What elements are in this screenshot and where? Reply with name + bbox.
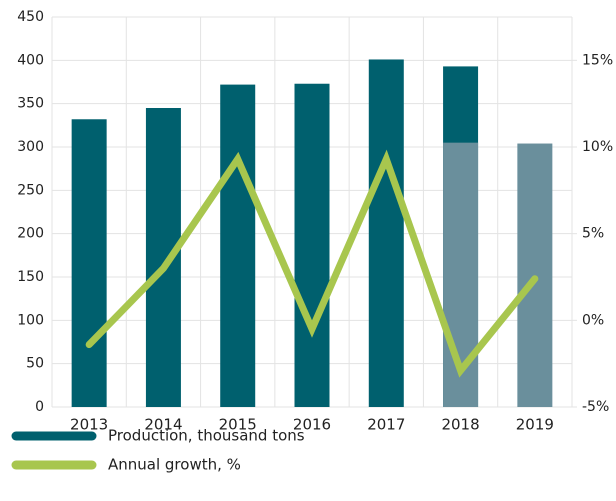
y-tick-label: 50	[26, 356, 44, 372]
legend-label: Annual growth, %	[108, 456, 241, 474]
y-tick-label: 0	[35, 399, 44, 415]
y-tick-label: 350	[17, 96, 44, 112]
y2-tick-label: 0%	[582, 312, 604, 328]
bar	[71, 119, 107, 408]
bar	[220, 84, 256, 407]
y-tick-label: 400	[17, 52, 44, 68]
x-tick-label: 2015	[219, 416, 257, 434]
y-tick-label: 200	[17, 226, 44, 242]
y2-tick-label: 5%	[582, 226, 604, 242]
x-tick-label: 2013	[70, 416, 108, 434]
y-tick-label: 250	[17, 182, 44, 198]
bar	[145, 108, 181, 407]
line	[85, 149, 539, 378]
y-tick-label: 450	[17, 9, 44, 25]
x-tick-label: 2017	[367, 416, 405, 434]
y2-tick-label: 10%	[582, 139, 613, 155]
y-tick-label: 100	[17, 312, 44, 328]
legend-label: Production, thousand tons	[108, 427, 305, 445]
x-tick-label: 2018	[441, 416, 479, 434]
y-tick-label: 300	[17, 139, 44, 155]
bar	[368, 59, 404, 407]
bar	[294, 83, 330, 407]
x-tick-label: 2019	[516, 416, 554, 434]
y-tick-label: 150	[17, 269, 44, 285]
y2-tick-label: 15%	[582, 52, 613, 68]
x-tick-label: 2014	[144, 416, 182, 434]
y2-tick-label: -5%	[582, 399, 609, 415]
x-tick-label: 2016	[293, 416, 331, 434]
